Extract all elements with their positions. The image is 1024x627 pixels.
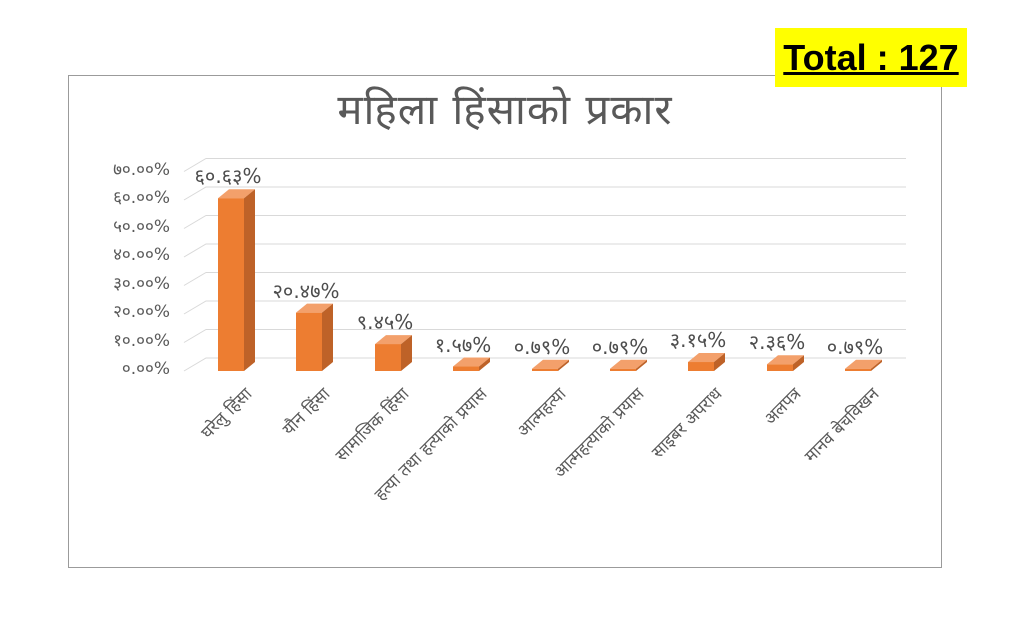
bar-side-face: [401, 335, 412, 371]
bar-column: [688, 362, 714, 371]
bar-column: [296, 312, 322, 371]
gridline: [183, 158, 906, 172]
y-tick-label: ३०.००%: [113, 273, 170, 294]
bar-column: [767, 364, 793, 371]
gridline: [183, 357, 906, 372]
chart-area: [68, 75, 942, 568]
bar-top-face: [218, 189, 255, 199]
y-tick-label: ४०.००%: [113, 245, 170, 265]
bar-value-label: २०.४७%: [272, 278, 340, 303]
bar-top-face: [767, 355, 804, 365]
bar-value-label: २.३६%: [748, 330, 806, 355]
bar-top-face: [688, 353, 725, 363]
bar-column: [218, 198, 244, 371]
gridline: [183, 300, 906, 315]
bar-top-face: [296, 303, 333, 313]
gridline: [183, 329, 906, 343]
y-tick-label: ०.००%: [121, 359, 170, 379]
bar-value-label: ३.१५%: [669, 328, 727, 353]
bar-column: [845, 368, 871, 371]
bar-value-label: ०.७९%: [513, 334, 571, 359]
bar-column: [532, 368, 558, 371]
gridline: [183, 215, 906, 229]
y-tick-label: १०.००%: [113, 330, 170, 351]
bar-side-face: [558, 359, 569, 371]
bar-value-label: ०.७९%: [826, 334, 884, 359]
bar-column: [375, 344, 401, 371]
bar-value-label: ९.४५%: [356, 310, 414, 335]
bar-value-label: १.५७%: [434, 332, 492, 357]
bar-side-face: [322, 303, 333, 371]
bar-top-face: [610, 359, 647, 369]
chart-title: महिला हिंसाको प्रकार: [337, 85, 673, 134]
bar-side-face: [793, 355, 804, 371]
y-tick-label: ६०.००%: [113, 188, 170, 208]
bar-side-face: [244, 189, 255, 371]
y-tick-label: २०.००%: [113, 302, 170, 322]
bar-top-face: [453, 357, 490, 367]
gridline: [183, 243, 906, 258]
y-tick-label: ५०.००%: [113, 216, 170, 237]
bar-value-label: ०.७९%: [591, 334, 649, 359]
bar-value-label: ६०.६३%: [194, 164, 262, 189]
bar-side-face: [636, 359, 647, 371]
bar-side-face: [871, 359, 882, 371]
bar-side-face: [479, 357, 490, 371]
gridline: [183, 272, 906, 286]
bar-side-face: [714, 353, 725, 371]
bar-column: [453, 366, 479, 371]
gridline: [183, 186, 906, 201]
y-tick-label: ७०.००%: [113, 159, 170, 180]
bar-top-face: [845, 359, 882, 369]
bar-top-face: [375, 335, 412, 345]
bar-column: [610, 368, 636, 371]
bar-top-face: [532, 359, 569, 369]
total-badge: Total : 127: [775, 28, 967, 87]
